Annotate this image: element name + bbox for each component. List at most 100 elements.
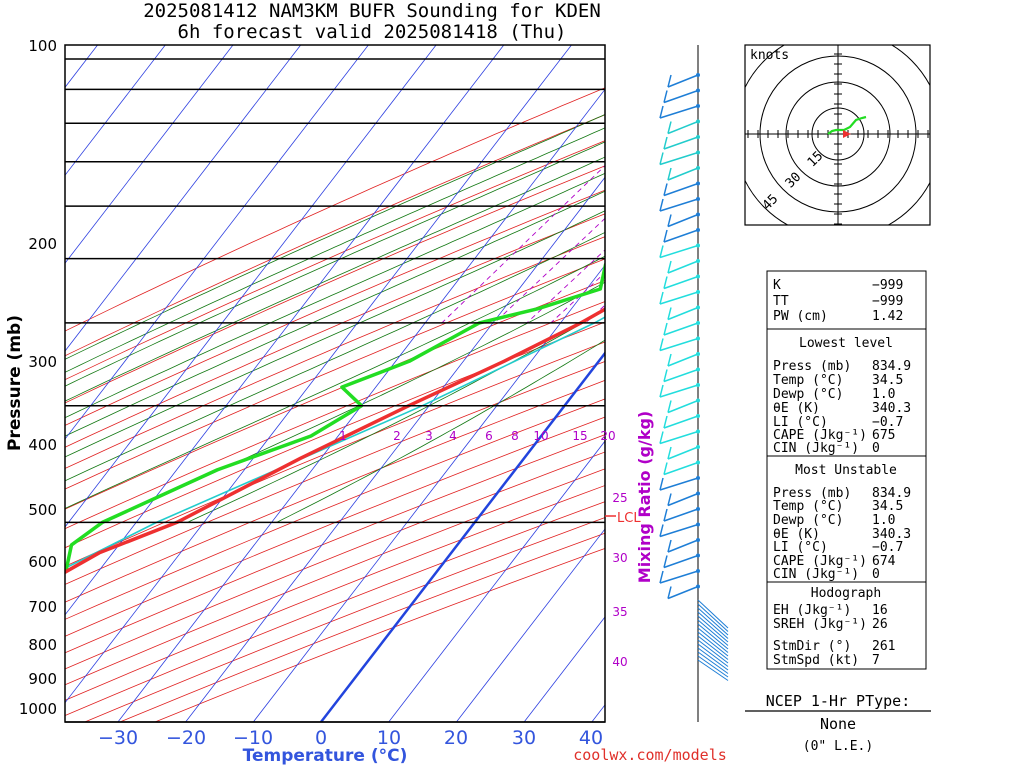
mix-label-20: 20 xyxy=(600,429,615,443)
wind-barb-dot xyxy=(696,135,700,139)
tbl-val: 834.9 xyxy=(872,486,911,501)
moist-adiabat-line xyxy=(65,156,605,402)
mix-label-25: 25 xyxy=(612,491,627,505)
table-frame xyxy=(766,270,927,670)
wind-barb-dot xyxy=(696,259,700,263)
wind-barb-shaft xyxy=(667,446,699,460)
wind-barb-shaft xyxy=(667,306,699,321)
zero-isotherm xyxy=(320,351,605,722)
xtick-0: 0 xyxy=(315,727,327,749)
wind-barb-shaft xyxy=(667,539,699,553)
wind-barb-shaft xyxy=(667,167,699,181)
wind-barb-low xyxy=(697,599,729,629)
tbl-val: −0.7 xyxy=(872,540,903,555)
xtick-30: 30 xyxy=(512,727,536,749)
wind-barb-shaft xyxy=(659,151,699,166)
isotherm-line xyxy=(65,45,572,704)
ytick-800: 800 xyxy=(28,636,57,654)
wind-barb-flag xyxy=(659,570,664,584)
wind-barb-flag xyxy=(659,338,664,351)
wind-barb-shaft xyxy=(663,275,699,290)
wind-barb-shaft xyxy=(667,492,699,507)
pressure-tick-labels: 100 200 300 400 500 600 700 800 900 1000 xyxy=(19,37,57,718)
wind-barb-flag xyxy=(663,555,668,568)
wind-barb-dot xyxy=(696,305,700,310)
ytick-500: 500 xyxy=(28,501,57,519)
wind-barb-shaft xyxy=(659,244,699,259)
wind-barb-flag xyxy=(663,508,668,522)
tbl-val: 1.0 xyxy=(872,387,895,402)
tbl-val: 261 xyxy=(872,639,895,654)
wind-barb-dot xyxy=(696,584,700,589)
mix-label-30: 30 xyxy=(612,551,627,565)
tbl-val: 1.0 xyxy=(872,513,895,528)
y-axis-label: Pressure (mb) xyxy=(5,315,25,451)
profile-lines xyxy=(65,262,605,575)
wind-barb-flag xyxy=(659,524,664,537)
mix-label-4: 4 xyxy=(449,429,457,443)
wind-barb-shaft xyxy=(659,337,699,352)
wind-barb-shaft xyxy=(663,229,699,243)
wind-barb-shaft xyxy=(667,260,699,274)
mixing-ratio-axis-label: Mixing Ratio (g/kg) xyxy=(635,411,654,583)
wind-barb-dot xyxy=(696,507,700,511)
wind-barb-dot xyxy=(696,290,700,294)
title-line1: 2025081412 NAM3KM BUFR Sounding for KDEN xyxy=(143,0,601,22)
tbl-key: LI (°C) xyxy=(773,540,828,555)
wind-barb-flag xyxy=(667,400,672,413)
wind-barb-dot xyxy=(696,414,700,418)
wind-barb-low xyxy=(697,627,729,653)
mix-label-8: 8 xyxy=(511,429,519,443)
tbl-val: 34.5 xyxy=(872,373,903,388)
isotherm-line xyxy=(185,176,605,722)
wind-barb-dot xyxy=(696,336,700,341)
wind-barb-dot xyxy=(696,476,700,480)
tbl-val: 26 xyxy=(872,617,888,632)
wind-barb-dot xyxy=(696,491,700,496)
moist-adiabat-line xyxy=(65,141,605,387)
wind-barb-dot xyxy=(696,321,700,325)
dry-adiabat-line xyxy=(65,416,605,637)
wind-barb-shaft xyxy=(667,74,699,88)
ytick-300: 300 xyxy=(28,353,57,371)
isotherm-line xyxy=(65,45,437,528)
moist-adiabat-line xyxy=(65,210,605,458)
mix-label-3: 3 xyxy=(425,429,433,443)
xtick-20: 20 xyxy=(444,727,468,749)
moist-adiabat-line xyxy=(65,114,605,360)
wind-barb-dot xyxy=(696,274,700,279)
wind-barb-dot xyxy=(696,429,700,434)
mixing-ratio-labels: 1 2 3 4 6 8 10 15 20 25 30 35 40 xyxy=(339,429,627,669)
wind-barb-shaft xyxy=(667,213,699,228)
ytick-700: 700 xyxy=(28,598,57,616)
tbl-key: EH (Jkg⁻¹) xyxy=(773,603,851,618)
wind-barb-flag xyxy=(667,167,672,181)
ptype-block: NCEP 1-Hr PType: None (0" L.E.) xyxy=(745,692,931,754)
mix-label-40: 40 xyxy=(612,655,627,669)
wind-barb-low xyxy=(697,603,729,632)
wind-barb-shaft xyxy=(659,570,699,584)
mix-label-6: 6 xyxy=(485,429,493,443)
dry-adiabat-line xyxy=(65,236,605,469)
wind-barb-shaft xyxy=(667,399,699,414)
wind-barb-dot xyxy=(696,569,700,573)
isotherm-line xyxy=(456,528,605,722)
wind-barb-dot xyxy=(696,352,700,356)
ytick-100: 100 xyxy=(28,37,57,55)
tbl-key: Dewp (°C) xyxy=(773,387,843,402)
wind-barb-low xyxy=(697,623,729,650)
mix-label-2: 2 xyxy=(393,429,401,443)
ytick-1000: 1000 xyxy=(19,700,57,718)
wind-barb-flag xyxy=(663,462,668,475)
tbl-key: θE (K) xyxy=(773,401,820,416)
wind-barb-shaft xyxy=(659,523,699,538)
wind-barb-flag xyxy=(659,105,664,119)
tbl-key: CAPE (Jkg⁻¹) xyxy=(773,428,867,443)
mixing-ratio-lines xyxy=(441,165,605,324)
wind-barb-flag xyxy=(663,322,668,336)
wind-barb-dot xyxy=(696,104,700,108)
x-axis-label: Temperature (°C) xyxy=(243,746,408,766)
moist-adiabat-line xyxy=(65,172,605,419)
wind-barb-shaft xyxy=(667,585,699,600)
wind-barb-flag xyxy=(663,90,668,103)
